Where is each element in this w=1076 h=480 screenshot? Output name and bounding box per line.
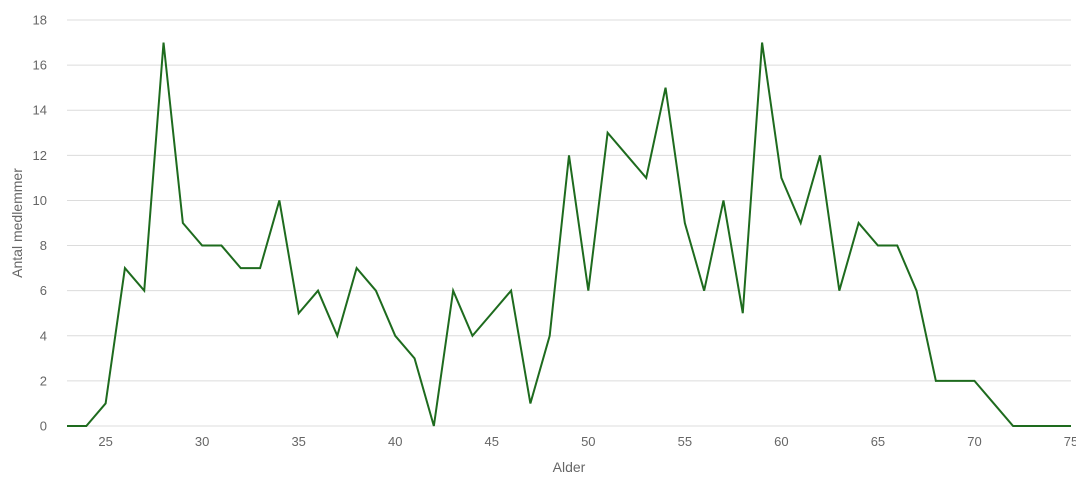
y-tick-label: 0 bbox=[40, 419, 47, 434]
y-axis-title: Antal medlemmer bbox=[9, 168, 25, 278]
x-tick-label: 40 bbox=[388, 434, 402, 449]
x-tick-label: 25 bbox=[98, 434, 112, 449]
y-tick-label: 16 bbox=[33, 58, 47, 73]
x-tick-label: 70 bbox=[967, 434, 981, 449]
x-tick-label: 45 bbox=[485, 434, 499, 449]
x-tick-label: 30 bbox=[195, 434, 209, 449]
y-tick-label: 12 bbox=[33, 148, 47, 163]
y-axis-ticks: 0 2 4 6 8 10 12 14 16 18 bbox=[33, 13, 47, 434]
y-tick-label: 14 bbox=[33, 103, 47, 118]
x-tick-label: 35 bbox=[291, 434, 305, 449]
y-tick-label: 8 bbox=[40, 238, 47, 253]
x-tick-label: 75 bbox=[1064, 434, 1076, 449]
series-line-0 bbox=[67, 42, 1071, 427]
y-tick-label: 2 bbox=[40, 373, 47, 388]
y-tick-label: 4 bbox=[40, 328, 47, 343]
x-tick-label: 60 bbox=[774, 434, 788, 449]
x-axis-ticks: 25 30 35 40 45 50 55 60 65 70 75 bbox=[98, 434, 1076, 449]
x-tick-label: 65 bbox=[871, 434, 885, 449]
y-tick-label: 6 bbox=[40, 283, 47, 298]
x-tick-label: 55 bbox=[678, 434, 692, 449]
y-tick-label: 18 bbox=[33, 13, 47, 28]
gridlines bbox=[67, 19, 1071, 427]
x-axis-title: Alder bbox=[553, 459, 586, 475]
series-group bbox=[67, 42, 1071, 427]
x-tick-label: 50 bbox=[581, 434, 595, 449]
y-tick-label: 10 bbox=[33, 193, 47, 208]
